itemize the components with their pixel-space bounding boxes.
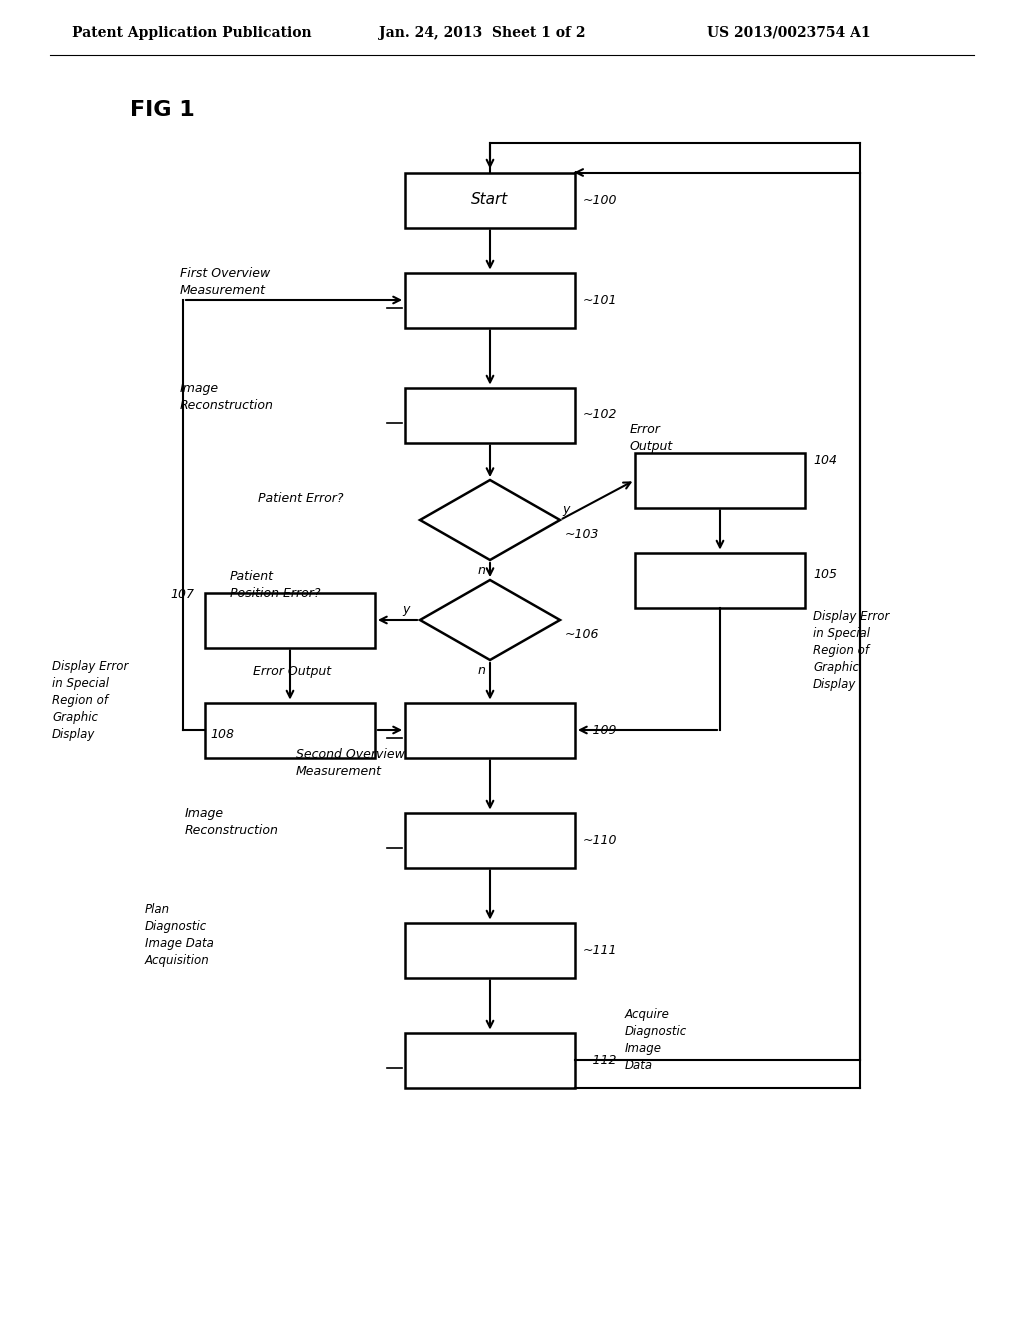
Text: Error
Output: Error Output <box>630 422 673 453</box>
Text: ~103: ~103 <box>565 528 599 541</box>
Text: FIG 1: FIG 1 <box>130 100 195 120</box>
Text: ~101: ~101 <box>583 293 617 306</box>
Text: n: n <box>478 564 485 577</box>
Bar <box>406 1032 575 1088</box>
Text: y: y <box>402 603 410 616</box>
Polygon shape <box>420 480 560 560</box>
Text: Second Overview
Measurement: Second Overview Measurement <box>296 748 404 777</box>
Text: Image
Reconstruction: Image Reconstruction <box>180 381 273 412</box>
Text: Acquire
Diagnostic
Image
Data: Acquire Diagnostic Image Data <box>625 1008 687 1072</box>
Text: Patient Error?: Patient Error? <box>258 491 343 504</box>
Bar <box>205 593 375 648</box>
Text: ~110: ~110 <box>583 833 617 846</box>
Text: Display Error
in Special
Region of
Graphic
Display: Display Error in Special Region of Graph… <box>813 610 890 690</box>
Bar <box>406 813 575 867</box>
Text: Display Error
in Special
Region of
Graphic
Display: Display Error in Special Region of Graph… <box>52 660 128 741</box>
Text: y: y <box>562 503 569 516</box>
Text: Plan
Diagnostic
Image Data
Acquisition: Plan Diagnostic Image Data Acquisition <box>145 903 214 968</box>
Bar <box>406 923 575 978</box>
Bar <box>406 388 575 442</box>
Text: Patient
Position Error?: Patient Position Error? <box>230 570 321 601</box>
Bar <box>406 173 575 227</box>
Text: ~100: ~100 <box>583 194 617 206</box>
Text: 108: 108 <box>210 729 234 742</box>
Text: 105: 105 <box>813 569 837 582</box>
Text: First Overview
Measurement: First Overview Measurement <box>180 267 270 297</box>
Text: n: n <box>478 664 485 676</box>
Text: ~102: ~102 <box>583 408 617 421</box>
Text: Jan. 24, 2013  Sheet 1 of 2: Jan. 24, 2013 Sheet 1 of 2 <box>379 26 586 40</box>
Text: Start: Start <box>471 193 509 207</box>
Bar <box>205 702 375 758</box>
Polygon shape <box>420 579 560 660</box>
Text: ~112: ~112 <box>583 1053 617 1067</box>
Bar <box>406 272 575 327</box>
Text: Patent Application Publication: Patent Application Publication <box>72 26 311 40</box>
Text: ~109: ~109 <box>583 723 617 737</box>
Bar <box>635 553 805 607</box>
Text: Error Output: Error Output <box>253 665 331 678</box>
Bar <box>406 702 575 758</box>
Text: Image
Reconstruction: Image Reconstruction <box>185 807 279 837</box>
Text: 107: 107 <box>170 589 194 602</box>
Bar <box>635 453 805 507</box>
Text: US 2013/0023754 A1: US 2013/0023754 A1 <box>707 26 870 40</box>
Text: ~111: ~111 <box>583 944 617 957</box>
Text: ~106: ~106 <box>565 628 599 642</box>
Text: 104: 104 <box>813 454 837 466</box>
